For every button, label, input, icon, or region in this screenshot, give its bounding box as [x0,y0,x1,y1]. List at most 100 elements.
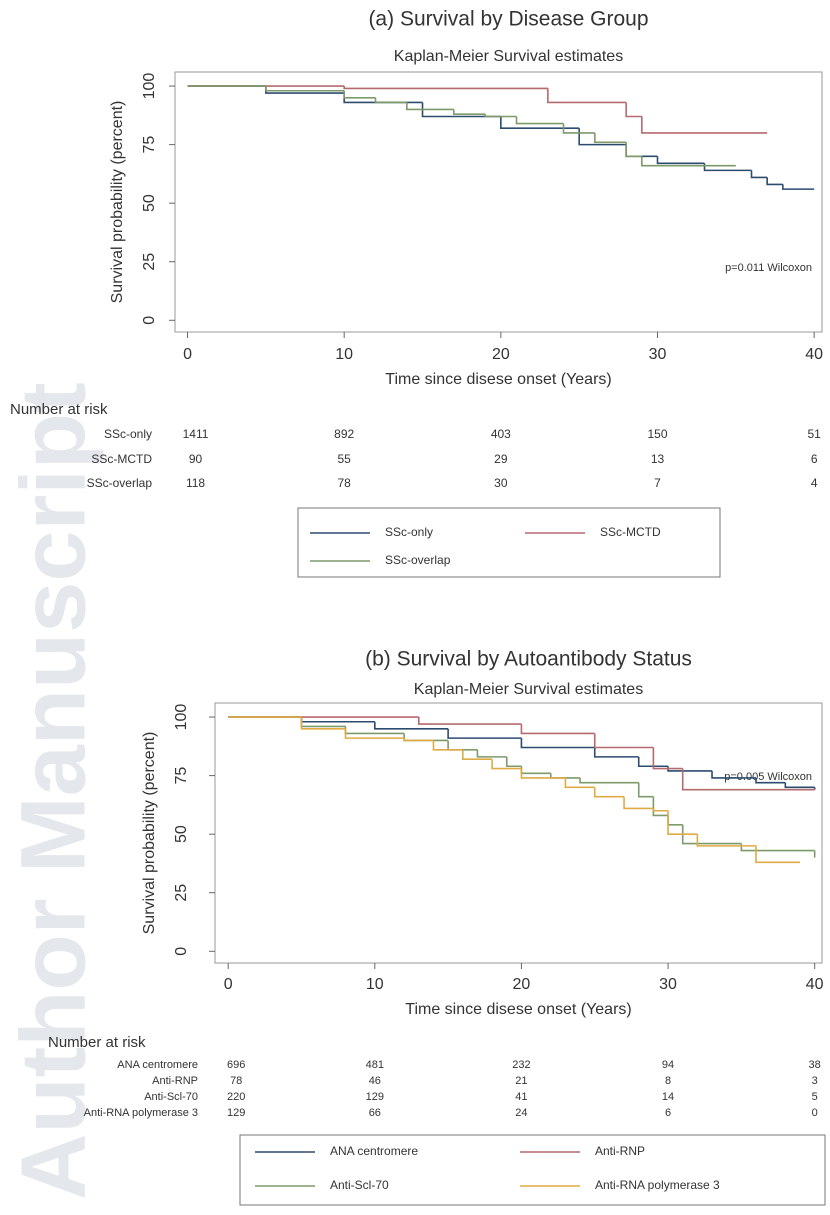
risk-count: 5 [812,1091,818,1103]
survival-step [637,782,654,798]
survival-step [374,97,407,104]
x-tick-label: 40 [805,346,823,363]
risk-count: 78 [230,1075,242,1087]
x-tick-label: 40 [806,976,824,993]
survival-step [667,810,698,835]
survival-step [374,721,449,730]
risk-count: 1411 [183,427,209,441]
risk-count: 55 [338,452,352,466]
risk-count: 21 [515,1075,527,1087]
survival-step [300,717,346,730]
survival-step [755,845,801,864]
survival-step [594,132,627,144]
annotation: p=0.011 Wilcoxon [725,262,812,274]
x-tick-label: 10 [366,976,384,993]
y-tick-label: 75 [141,136,158,154]
survival-step [784,782,815,789]
survival-step [505,756,522,768]
x-tick-label: 20 [513,976,531,993]
legend-label: ANA centromere [330,1144,418,1158]
plot-area [214,702,823,964]
y-tick-label: 50 [173,825,190,843]
risk-table-title: Number at risk [10,401,108,418]
annotation: p=0.005 Wilcoxon [724,771,812,783]
x-axis-label: Time since disese onset (Years) [405,1001,631,1018]
risk-count: 696 [227,1059,245,1071]
survival-step [641,116,768,134]
survival-step [403,738,434,742]
risk-count: 46 [369,1075,381,1087]
risk-count: 118 [186,476,205,490]
survival-step [593,747,639,758]
survival-step [656,156,705,165]
risk-count: 150 [647,427,667,441]
risk-row-name: SSc-overlap [87,476,153,490]
x-tick-label: 10 [335,346,353,363]
risk-count: 66 [369,1107,381,1119]
x-tick-label: 0 [183,346,192,363]
y-tick-label: 25 [141,253,158,271]
risk-count: 29 [494,452,508,466]
survival-step [652,808,669,812]
survival-step [344,728,405,739]
risk-count: 6 [811,452,818,466]
chart-title: (a) Survival by Disease Group [368,8,648,31]
risk-count: 38 [809,1059,821,1071]
risk-count: 6 [665,1107,671,1119]
risk-count: 4 [811,476,818,490]
y-tick-label: 75 [173,767,190,785]
survival-step [476,749,507,758]
legend-label: SSc-overlap [385,553,451,567]
survival-step [491,759,522,770]
risk-count: 94 [662,1059,674,1071]
survival-step [623,796,654,810]
survival-step [637,756,669,768]
survival-step [766,177,783,186]
risk-row-name: SSc-only [104,427,152,441]
survival-step [515,116,564,125]
watermark: Author Manuscript [2,382,104,1200]
risk-count: 14 [662,1091,674,1103]
survival-step [625,142,642,158]
y-tick-label: 0 [173,947,190,956]
risk-count: 78 [338,476,352,490]
risk-count: 24 [515,1107,527,1119]
survival-step [461,749,493,761]
x-axis-label: Time since disese onset (Years) [385,371,611,388]
survival-step [652,747,683,770]
survival-step [782,184,815,190]
risk-count: 403 [491,427,511,441]
survival-step [500,116,580,130]
risk-count: 129 [366,1091,384,1103]
survival-step [641,156,736,167]
survival-step [562,123,595,134]
risk-count: 51 [807,427,821,441]
risk-count: 232 [512,1059,530,1071]
y-tick-label: 100 [141,73,158,100]
y-axis-label: Survival probability (percent) [141,732,158,935]
survival-step [696,834,757,847]
plot-area [174,71,823,333]
legend-label: Anti-RNA polymerase 3 [595,1178,720,1192]
survival-step [406,102,454,111]
risk-count: 41 [515,1091,527,1103]
risk-count: 90 [189,452,203,466]
survival-step [593,787,625,798]
survival-step [579,777,639,784]
risk-row-name: ANA centromere [117,1059,198,1071]
chart-subtitle: Kaplan-Meier Survival estimates [414,681,643,698]
legend-label: SSc-MCTD [600,525,661,539]
survival-step [421,102,501,118]
survival-step [625,102,642,118]
x-tick-label: 20 [492,346,510,363]
survival-step [520,738,595,749]
x-tick-label: 30 [659,976,677,993]
chart-subtitle: Kaplan-Meier Survival estimates [394,48,623,65]
risk-count: 0 [812,1107,818,1119]
risk-count: 13 [651,452,665,466]
legend-label: Anti-Scl-70 [330,1178,389,1192]
risk-count: 8 [665,1075,671,1087]
risk-row-name: SSc-MCTD [91,452,152,466]
y-tick-label: 25 [173,884,190,902]
